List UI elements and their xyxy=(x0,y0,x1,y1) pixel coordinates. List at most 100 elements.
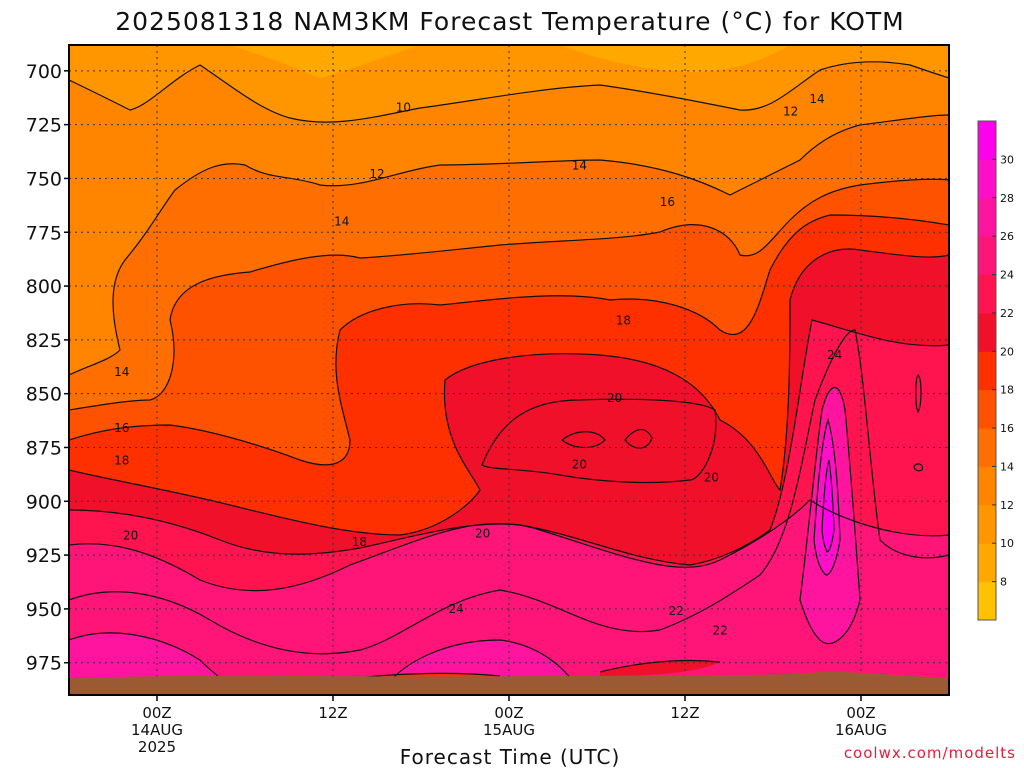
x-axis-label: Forecast Time (UTC) xyxy=(400,745,621,768)
colorbar-swatch xyxy=(978,504,996,544)
plot-area: 10 12 12 14 14 14 14 16 16 18 18 18 20 20 20 20 20 22 22 24… xyxy=(69,45,949,695)
contour-label: 10 xyxy=(396,100,411,114)
x-tick-label: 12Z xyxy=(318,704,347,722)
colorbar-swatch xyxy=(978,428,996,467)
y-tick-label: 975 xyxy=(26,653,62,675)
colorbar-swatch xyxy=(978,236,996,276)
x-tick-label: 00Z xyxy=(142,704,171,722)
chart-title: 2025081318 NAM3KM Forecast Temperature (… xyxy=(115,7,905,36)
contour-line-small-a xyxy=(915,374,922,414)
x-tick-label: 2025 xyxy=(138,738,176,756)
contour-label: 24 xyxy=(449,602,464,616)
y-tick-label: 775 xyxy=(26,222,62,244)
contour-line-12 xyxy=(69,114,949,376)
colorbar-label: 24 xyxy=(1000,269,1014,282)
colorbar-swatch xyxy=(978,159,996,199)
contour-label: 16 xyxy=(660,195,675,209)
colorbar-label: 10 xyxy=(1000,537,1014,550)
x-tick-label: 14AUG xyxy=(131,721,183,739)
contour-line-22 xyxy=(69,499,949,592)
colorbar-swatch xyxy=(978,466,996,506)
contour-line-30 xyxy=(821,459,835,553)
colorbar-swatch xyxy=(978,389,996,429)
contour-line-26-c xyxy=(799,387,861,645)
contour-line-22-loop-a xyxy=(561,431,606,449)
x-tick-label: 00Z xyxy=(494,704,523,722)
x-tick-label: 00Z xyxy=(846,704,875,722)
colorbar-label: 8 xyxy=(1000,576,1007,589)
contour-label: 20 xyxy=(572,458,587,472)
colorbar-label: 18 xyxy=(1000,384,1014,397)
colorbar-frame xyxy=(977,120,997,621)
y-tick-label: 950 xyxy=(26,599,62,621)
colorbar: 8 10 12 14 16 18 20 22 24 26 28 30 xyxy=(977,120,1014,621)
temperature-band-low-lens-b xyxy=(600,660,720,676)
contour-label: 24 xyxy=(827,348,842,362)
contour-line-26-b xyxy=(379,639,581,695)
colorbar-label: 12 xyxy=(1000,499,1014,512)
contour-label: 16 xyxy=(114,421,129,435)
x-tick-label: 12Z xyxy=(670,704,699,722)
contour-label: 14 xyxy=(114,365,129,379)
colorbar-label: 30 xyxy=(1000,153,1014,166)
colorbar-swatch xyxy=(978,351,996,391)
grid-lines xyxy=(69,45,949,695)
colorbar-swatch xyxy=(978,581,996,621)
contour-label: 14 xyxy=(809,92,824,106)
contour-label: 18 xyxy=(114,453,129,467)
colorbar-label: 16 xyxy=(1000,422,1014,435)
contour-line-20 xyxy=(69,319,949,566)
y-tick-label: 725 xyxy=(26,115,62,137)
contour-line-18 xyxy=(69,248,949,536)
y-tick-label: 825 xyxy=(26,330,62,352)
temperature-band-8-10 xyxy=(230,45,420,78)
y-tick-label: 800 xyxy=(26,276,62,298)
contour-line-16 xyxy=(69,214,949,466)
x-tick-label: 15AUG xyxy=(483,721,535,739)
contour-label: 22 xyxy=(669,604,684,618)
y-tick-label: 850 xyxy=(26,384,62,406)
contour-line-28 xyxy=(813,417,841,576)
contour-labels: 10 12 12 14 14 14 14 16 16 18 18 18 20 20 20 20 20 22 22 24… xyxy=(114,92,842,638)
contour-line-14 xyxy=(69,178,949,411)
contour-label: 20 xyxy=(123,529,138,543)
colorbar-label: 14 xyxy=(1000,460,1014,473)
contour-label: 12 xyxy=(369,167,384,181)
y-tick-label: 900 xyxy=(26,491,62,513)
credit-text: coolwx.com/modelts xyxy=(844,744,1016,762)
contour-label: 14 xyxy=(572,159,587,173)
colorbar-label: 22 xyxy=(1000,307,1014,320)
y-tick-label: 700 xyxy=(26,61,62,83)
colorbar-swatch xyxy=(978,312,996,352)
colorbar-label: 28 xyxy=(1000,192,1014,205)
temperature-band-12-14 xyxy=(69,45,949,375)
contour-label: 22 xyxy=(713,623,728,637)
ground-terrain xyxy=(69,671,949,695)
y-axis: 700 725 750 775 800 825 850 875 900 925 950 975 xyxy=(26,61,69,675)
y-tick-label: 875 xyxy=(26,437,62,459)
contour-label: 20 xyxy=(607,391,622,405)
colorbar-swatch xyxy=(978,274,996,314)
y-tick-label: 925 xyxy=(26,545,62,567)
colorbar-swatch xyxy=(978,197,996,237)
contour-line-10 xyxy=(69,61,949,123)
colorbar-label: 26 xyxy=(1000,230,1014,243)
y-tick-label: 750 xyxy=(26,168,62,190)
contour-line-24 xyxy=(69,329,949,655)
x-tick-label: 16AUG xyxy=(835,721,887,739)
contour-line-small-b xyxy=(913,463,923,472)
temperature-band-8-10-b xyxy=(560,45,790,72)
contour-label: 18 xyxy=(352,535,367,549)
contour-label: 20 xyxy=(475,527,490,541)
contour-label: 12 xyxy=(783,105,798,119)
contour-line-22-loop-b xyxy=(624,429,653,449)
colorbar-swatch xyxy=(978,543,996,583)
colorbar-swatch xyxy=(978,121,996,160)
colorbar-label: 20 xyxy=(1000,345,1014,358)
contour-label: 14 xyxy=(334,214,349,228)
contour-label: 18 xyxy=(616,313,631,327)
contour-line-low-b xyxy=(599,659,721,673)
contour-label: 20 xyxy=(704,471,719,485)
